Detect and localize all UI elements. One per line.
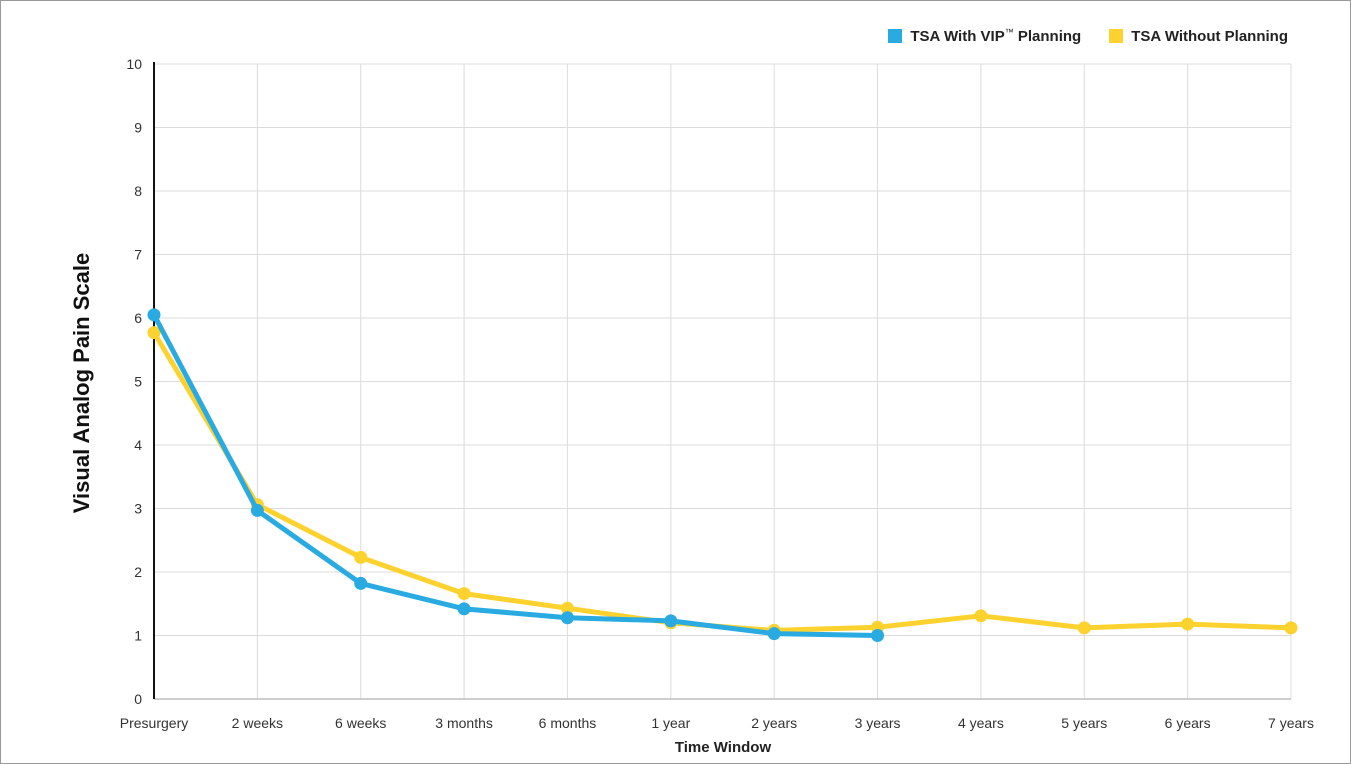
data-point-with-planning (767, 627, 781, 641)
x-tick-label: 4 years (958, 715, 1004, 731)
data-point-with-planning (457, 602, 471, 616)
y-tick-label: 5 (134, 374, 142, 390)
legend: TSA With VIP™ Planning TSA Without Plann… (888, 27, 1288, 45)
x-tick-label: 6 years (1165, 715, 1211, 731)
tick-labels: 0 1 2 3 4 5 6 7 8 9 10 Presurgery 2 weeks 6 weeks 3 mo… (120, 56, 1314, 731)
data-point-without-planning (974, 609, 988, 623)
data-point-with-planning (354, 576, 368, 590)
x-tick-label: 3 years (855, 715, 901, 731)
y-tick-label: 3 (134, 501, 142, 517)
legend-swatch-without-planning (1109, 29, 1124, 43)
data-point-without-planning (1077, 621, 1091, 635)
legend-label-with-planning: TSA With VIP™ Planning (910, 27, 1082, 45)
series-line-without-planning (151, 330, 1294, 633)
data-point-without-planning (457, 587, 471, 601)
x-tick-label: 3 months (435, 715, 493, 731)
legend-label-without-planning: TSA Without Planning (1131, 27, 1288, 45)
y-tick-label: 9 (134, 120, 142, 136)
y-tick-label: 2 (134, 564, 142, 580)
x-tick-label: 6 months (539, 715, 597, 731)
x-tick-label: Presurgery (120, 715, 188, 731)
data-point-without-planning (1284, 621, 1298, 635)
data-point-without-planning (560, 601, 574, 615)
y-tick-label: 4 (134, 437, 142, 453)
data-point-with-planning (664, 614, 678, 628)
data-point-with-planning (560, 611, 574, 625)
data-point-without-planning (1181, 617, 1195, 631)
y-tick-label: 6 (134, 310, 142, 326)
series (147, 308, 1298, 642)
y-tick-label: 7 (134, 247, 142, 263)
x-tick-label: 5 years (1061, 715, 1107, 731)
grid (154, 63, 1292, 699)
axes (153, 62, 1291, 700)
x-tick-label: 2 years (751, 715, 797, 731)
x-tick-label: 7 years (1268, 715, 1314, 731)
data-point-without-planning (147, 326, 161, 340)
y-tick-label: 10 (126, 56, 142, 72)
data-point-with-planning (871, 629, 885, 642)
legend-swatch-with-planning (888, 29, 903, 43)
x-tick-label: 2 weeks (232, 715, 283, 731)
data-point-with-planning (147, 308, 161, 322)
y-tick-label: 0 (134, 691, 142, 707)
x-tick-label: 6 weeks (335, 715, 386, 731)
legend-item-without-planning: TSA Without Planning (1109, 28, 1288, 45)
y-tick-label: 8 (134, 183, 142, 199)
legend-item-with-planning: TSA With VIP™ Planning (888, 27, 1081, 45)
data-point-with-planning (250, 503, 264, 517)
series-line-with-planning (151, 312, 881, 638)
x-axis-label: Time Window (674, 739, 772, 756)
data-point-without-planning (354, 550, 368, 564)
x-tick-label: 1 year (651, 715, 690, 731)
y-axis-label: Visual Analog Pain Scale (69, 252, 94, 514)
y-tick-label: 1 (134, 628, 142, 644)
